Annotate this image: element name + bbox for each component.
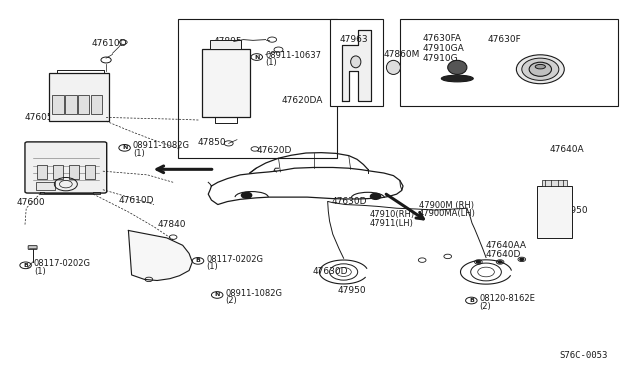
Text: 47860M: 47860M — [384, 50, 420, 59]
Ellipse shape — [351, 56, 361, 68]
Text: 47610D: 47610D — [92, 39, 127, 48]
Text: B: B — [23, 263, 28, 268]
Text: 47840: 47840 — [157, 221, 186, 230]
Bar — [65, 95, 77, 114]
Circle shape — [520, 258, 524, 260]
Text: 47895: 47895 — [213, 37, 242, 46]
Text: 08911-10637: 08911-10637 — [265, 51, 321, 60]
Text: 08117-0202G: 08117-0202G — [206, 254, 263, 263]
Text: 47630D: 47630D — [312, 267, 348, 276]
Text: 47620DA: 47620DA — [282, 96, 323, 105]
Bar — [202, 49, 250, 118]
Bar — [330, 19, 383, 106]
Bar — [537, 186, 572, 238]
Bar — [49, 73, 109, 121]
Text: 47640AA: 47640AA — [486, 241, 527, 250]
Text: 47900M (RH): 47900M (RH) — [419, 201, 474, 210]
Text: 47610D: 47610D — [119, 196, 154, 205]
Text: 47963: 47963 — [339, 35, 368, 44]
Text: 47630D: 47630D — [332, 197, 367, 206]
Text: N: N — [254, 55, 259, 60]
Text: 08117-0202G: 08117-0202G — [34, 259, 91, 268]
Text: (1): (1) — [206, 262, 218, 271]
Text: 47910G: 47910G — [422, 54, 458, 63]
Circle shape — [476, 261, 480, 263]
Text: (2): (2) — [479, 302, 492, 311]
Text: (1): (1) — [265, 58, 277, 67]
Text: B: B — [469, 298, 474, 303]
Ellipse shape — [522, 58, 559, 80]
Bar — [78, 95, 90, 114]
Text: 47950: 47950 — [338, 286, 367, 295]
Bar — [69, 164, 79, 179]
Text: 47950: 47950 — [559, 206, 588, 215]
Text: 47600: 47600 — [17, 198, 45, 207]
Circle shape — [241, 192, 252, 198]
Text: 47605: 47605 — [25, 113, 54, 122]
Ellipse shape — [387, 60, 401, 74]
Text: S76C-0053: S76C-0053 — [559, 351, 608, 360]
Text: B: B — [196, 259, 200, 263]
Text: 47910(RH): 47910(RH) — [370, 210, 415, 219]
Circle shape — [498, 261, 502, 263]
Text: 47640A: 47640A — [550, 145, 584, 154]
Text: (1): (1) — [133, 149, 145, 158]
Ellipse shape — [516, 55, 564, 84]
Bar — [85, 164, 95, 179]
Bar — [37, 164, 47, 179]
Text: 47900MA(LH): 47900MA(LH) — [419, 209, 476, 218]
Bar — [210, 39, 241, 49]
Bar — [53, 164, 63, 179]
Text: 47620D: 47620D — [256, 146, 291, 155]
Ellipse shape — [529, 62, 552, 76]
Circle shape — [371, 193, 381, 199]
Text: N: N — [122, 145, 127, 150]
Bar — [178, 19, 337, 158]
Bar — [36, 182, 55, 190]
Ellipse shape — [442, 75, 473, 82]
Text: 47640D: 47640D — [486, 250, 522, 259]
Text: (2): (2) — [225, 296, 237, 305]
Text: 08911-1082G: 08911-1082G — [225, 289, 282, 298]
Polygon shape — [342, 31, 371, 101]
Polygon shape — [129, 231, 192, 280]
Text: 47630F: 47630F — [487, 35, 521, 44]
Text: 47850: 47850 — [197, 138, 226, 147]
Bar — [91, 95, 102, 114]
Text: 08911-1082G: 08911-1082G — [133, 141, 190, 151]
Bar — [52, 95, 64, 114]
FancyBboxPatch shape — [25, 142, 107, 193]
Text: 47911(LH): 47911(LH) — [370, 219, 413, 228]
Bar — [401, 19, 618, 106]
Text: N: N — [214, 292, 220, 298]
Text: (1): (1) — [34, 267, 45, 276]
Text: 47910GA: 47910GA — [422, 44, 464, 53]
Text: 08120-8162E: 08120-8162E — [479, 294, 536, 303]
Text: 47630FA: 47630FA — [422, 34, 461, 44]
Bar — [542, 180, 566, 186]
Ellipse shape — [535, 64, 545, 69]
Ellipse shape — [448, 60, 467, 74]
FancyBboxPatch shape — [28, 246, 37, 249]
